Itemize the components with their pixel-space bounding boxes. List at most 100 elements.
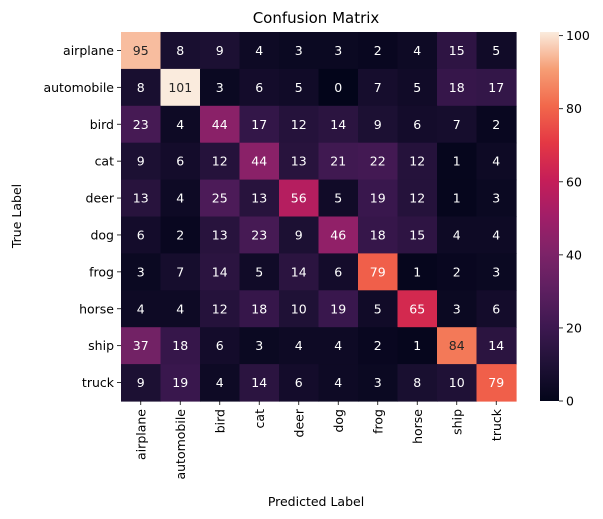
cell-value: 14 bbox=[330, 117, 346, 132]
cell-value: 1 bbox=[413, 264, 421, 279]
heatmap-cell bbox=[239, 290, 280, 328]
y-tick-label: truck bbox=[82, 375, 115, 390]
heatmap-cell bbox=[239, 253, 280, 291]
heatmap-cell bbox=[121, 32, 162, 70]
heatmap-cell bbox=[476, 216, 517, 254]
heatmap-cell bbox=[121, 179, 162, 218]
cell-value: 5 bbox=[492, 43, 500, 58]
cell-value: 15 bbox=[409, 227, 425, 242]
cell-value: 95 bbox=[133, 43, 149, 58]
cell-value: 6 bbox=[176, 154, 184, 169]
x-tick-label: automobile bbox=[173, 409, 188, 480]
cell-value: 3 bbox=[334, 43, 342, 58]
heatmap-cell bbox=[358, 290, 399, 328]
heatmap-cell bbox=[397, 179, 438, 218]
cell-value: 1 bbox=[453, 191, 461, 206]
heatmap-cell bbox=[476, 179, 517, 218]
cell-value: 6 bbox=[492, 301, 500, 316]
heatmap-cell bbox=[437, 327, 478, 365]
cell-value: 4 bbox=[137, 301, 145, 316]
heatmap-cell bbox=[121, 253, 162, 291]
heatmap-cell bbox=[397, 253, 438, 291]
heatmap-cell bbox=[200, 142, 241, 181]
heatmap-cell bbox=[239, 179, 280, 218]
cell-value: 18 bbox=[251, 301, 267, 316]
cell-value: 3 bbox=[137, 264, 145, 279]
heatmap-cell bbox=[318, 290, 359, 328]
heatmap-cell bbox=[239, 105, 280, 144]
x-tick-label: cat bbox=[252, 409, 267, 429]
x-tick-label: horse bbox=[410, 409, 425, 444]
cell-value: 18 bbox=[370, 227, 386, 242]
x-tick-label: deer bbox=[291, 408, 306, 437]
cell-value: 3 bbox=[255, 338, 263, 353]
heatmap-cell bbox=[279, 142, 320, 181]
cell-value: 14 bbox=[291, 264, 307, 279]
x-tick-label: dog bbox=[331, 409, 346, 433]
cell-value: 2 bbox=[374, 338, 382, 353]
cell-value: 10 bbox=[449, 375, 465, 390]
cell-value: 23 bbox=[251, 227, 267, 242]
cell-value: 37 bbox=[133, 338, 149, 353]
y-tick-label: frog bbox=[89, 264, 114, 279]
cell-value: 65 bbox=[409, 301, 425, 316]
y-tick-label: deer bbox=[86, 191, 115, 206]
heatmap-cell bbox=[121, 364, 162, 402]
x-tick-label: ship bbox=[449, 409, 464, 435]
cell-value: 6 bbox=[137, 227, 145, 242]
cell-value: 3 bbox=[374, 375, 382, 390]
heatmap-cell bbox=[200, 105, 241, 144]
cell-value: 4 bbox=[334, 375, 342, 390]
heatmap-cell bbox=[397, 327, 438, 365]
heatmap-cell bbox=[279, 364, 320, 402]
heatmap-cell bbox=[397, 68, 438, 107]
heatmap-cell bbox=[397, 32, 438, 70]
cell-value: 8 bbox=[137, 80, 145, 95]
cell-value: 23 bbox=[133, 117, 149, 132]
cell-value: 3 bbox=[295, 43, 303, 58]
heatmap-cell bbox=[200, 179, 241, 218]
y-tick-label: bird bbox=[90, 117, 114, 132]
cell-value: 4 bbox=[255, 43, 263, 58]
heatmap-cell bbox=[437, 253, 478, 291]
heatmap-cell bbox=[476, 68, 517, 107]
heatmap-cell bbox=[476, 142, 517, 181]
cell-value: 19 bbox=[172, 375, 188, 390]
heatmap-cell bbox=[279, 68, 320, 107]
colorbar-ticks: 0 20 40 60 80 100 bbox=[559, 28, 590, 409]
cell-value: 7 bbox=[374, 80, 382, 95]
y-tick-label: horse bbox=[79, 301, 114, 316]
cell-value: 79 bbox=[488, 375, 504, 390]
cell-value: 3 bbox=[492, 191, 500, 206]
cell-value: 17 bbox=[488, 80, 504, 95]
heatmap-cell bbox=[160, 105, 201, 144]
cell-value: 12 bbox=[291, 117, 307, 132]
cell-value: 17 bbox=[251, 117, 267, 132]
heatmap-cell bbox=[358, 179, 399, 218]
heatmap-cell bbox=[437, 32, 478, 70]
cell-value: 18 bbox=[172, 338, 188, 353]
heatmap-cell bbox=[318, 105, 359, 144]
heatmap-cell bbox=[279, 32, 320, 70]
cell-value: 22 bbox=[370, 154, 386, 169]
heatmap-cell bbox=[160, 364, 201, 402]
cell-value: 4 bbox=[176, 117, 184, 132]
cell-value: 5 bbox=[255, 264, 263, 279]
cell-value: 9 bbox=[374, 117, 382, 132]
x-axis-ticks: airplane automobile bird cat deer dog frog hors… bbox=[133, 401, 504, 480]
heatmap-cell bbox=[160, 216, 201, 254]
chart-title: Confusion Matrix bbox=[253, 9, 380, 27]
heatmap-cell bbox=[318, 32, 359, 70]
heatmap-cell bbox=[476, 290, 517, 328]
heatmap-cell bbox=[160, 68, 201, 107]
heatmap-cell bbox=[476, 327, 517, 365]
heatmap-cell bbox=[437, 216, 478, 254]
cell-value: 14 bbox=[212, 264, 228, 279]
cell-value: 101 bbox=[168, 80, 192, 95]
cell-value: 4 bbox=[492, 154, 500, 169]
heatmap-cell bbox=[239, 68, 280, 107]
cell-value: 13 bbox=[251, 191, 267, 206]
colorbar-tick-label: 100 bbox=[566, 28, 590, 43]
heatmap-cell bbox=[358, 68, 399, 107]
